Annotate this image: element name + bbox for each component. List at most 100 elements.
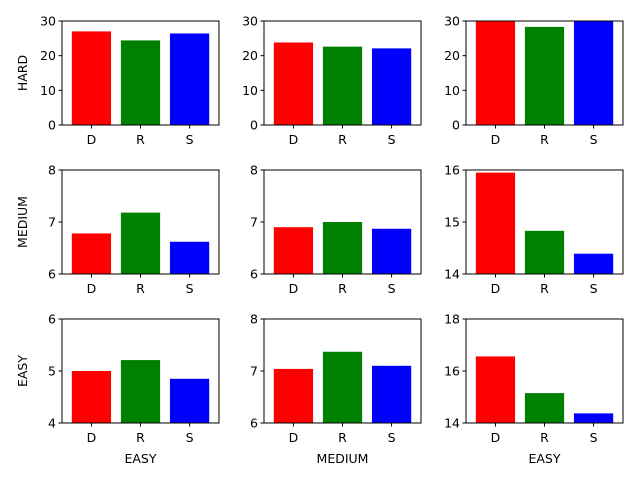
bar-S <box>573 253 614 274</box>
y-tick-label: 7 <box>250 364 258 379</box>
bar-D <box>475 172 516 274</box>
subplot-1: 0 10 20 30 D R S HARD <box>15 14 220 147</box>
bar-S <box>371 228 412 274</box>
x-tick-label: D <box>87 430 97 445</box>
y-tick-label: 14 <box>444 416 460 431</box>
x-tick-label: R <box>338 281 347 296</box>
x-tick-label: S <box>590 132 598 147</box>
x-tick-label: D <box>491 430 501 445</box>
bar-S <box>371 48 412 125</box>
x-tick-label: D <box>289 281 299 296</box>
bar-R <box>322 46 363 125</box>
y-tick-label: 30 <box>40 14 56 29</box>
y-tick-label: 7 <box>48 215 56 230</box>
bar-S <box>169 378 210 423</box>
bar-D <box>273 227 314 274</box>
y-tick-label: 10 <box>242 83 258 98</box>
subplot-3: 0 10 20 30 D R S <box>444 14 624 147</box>
y-tick-label: 6 <box>48 267 56 282</box>
bar-D <box>273 42 314 125</box>
y-tick-label: 8 <box>250 312 258 327</box>
x-tick-label: D <box>289 430 299 445</box>
x-tick-label: D <box>87 132 97 147</box>
subplot-5: 6 7 8 D R S <box>250 163 422 296</box>
bars <box>71 360 210 423</box>
bar-S <box>169 241 210 274</box>
x-tick-label: D <box>289 132 299 147</box>
y-tick-label: 0 <box>48 118 56 133</box>
x-tick-label: R <box>338 132 347 147</box>
bar-R <box>120 212 161 274</box>
subplot-4: 6 7 8 D R S MEDIUM <box>15 163 220 296</box>
y-tick-label: 5 <box>48 364 56 379</box>
bar-D <box>475 21 516 125</box>
y-tick-label: 8 <box>48 163 56 178</box>
subplot-6: 14 15 16 D R S <box>444 163 624 296</box>
bar-D <box>71 233 112 274</box>
bars <box>71 31 210 125</box>
x-tick-label: D <box>87 281 97 296</box>
bars <box>475 356 614 423</box>
subplot-9: 14 16 18 D R S EASY <box>444 312 624 466</box>
y-tick-label: 4 <box>48 416 56 431</box>
x-tick-label: R <box>338 430 347 445</box>
bar-R <box>322 222 363 274</box>
bar-S <box>371 365 412 423</box>
y-axis-label: HARD <box>15 55 30 91</box>
x-tick-label: S <box>186 132 194 147</box>
y-tick-label: 16 <box>444 364 460 379</box>
x-tick-label: S <box>388 430 396 445</box>
y-tick-label: 15 <box>444 215 460 230</box>
bar-S <box>169 33 210 125</box>
y-tick-label: 6 <box>48 312 56 327</box>
y-tick-label: 0 <box>250 118 258 133</box>
x-tick-label: S <box>388 132 396 147</box>
bars <box>273 351 412 423</box>
x-tick-label: R <box>540 281 549 296</box>
bar-D <box>71 31 112 125</box>
bar-R <box>120 40 161 125</box>
x-tick-label: D <box>491 132 501 147</box>
x-tick-label: S <box>590 281 598 296</box>
x-axis-label: MEDIUM <box>317 451 369 466</box>
subplot-2: 0 10 20 30 D R S <box>242 14 422 147</box>
x-tick-label: R <box>540 132 549 147</box>
bar-D <box>273 368 314 423</box>
subplot-8: 6 7 8 D R S MEDIUM <box>250 312 422 466</box>
x-axis-label: EASY <box>124 451 156 466</box>
bars <box>475 21 614 125</box>
x-tick-label: S <box>388 281 396 296</box>
bars <box>273 42 412 125</box>
y-axis-label: MEDIUM <box>15 196 30 248</box>
bars <box>273 222 412 274</box>
y-tick-label: 20 <box>40 48 56 63</box>
bar-R <box>524 393 565 423</box>
x-tick-label: S <box>590 430 598 445</box>
y-tick-label: 6 <box>250 267 258 282</box>
y-tick-label: 16 <box>444 163 460 178</box>
x-tick-label: R <box>136 132 145 147</box>
bars <box>475 172 614 274</box>
bar-R <box>322 351 363 423</box>
x-axis-label: EASY <box>528 451 560 466</box>
y-tick-label: 10 <box>444 83 460 98</box>
x-tick-label: R <box>540 430 549 445</box>
y-tick-label: 20 <box>444 48 460 63</box>
y-tick-label: 7 <box>250 215 258 230</box>
x-tick-label: R <box>136 430 145 445</box>
x-tick-label: R <box>136 281 145 296</box>
y-tick-label: 6 <box>250 416 258 431</box>
y-tick-label: 30 <box>242 14 258 29</box>
x-tick-label: D <box>491 281 501 296</box>
y-tick-label: 0 <box>452 118 460 133</box>
y-tick-label: 20 <box>242 48 258 63</box>
y-tick-label: 8 <box>250 163 258 178</box>
y-axis-label: EASY <box>15 355 30 387</box>
bar-R <box>120 360 161 423</box>
y-tick-label: 10 <box>40 83 56 98</box>
bar-R <box>524 26 565 125</box>
y-tick-label: 18 <box>444 312 460 327</box>
bar-S <box>573 21 614 125</box>
x-tick-label: S <box>186 430 194 445</box>
